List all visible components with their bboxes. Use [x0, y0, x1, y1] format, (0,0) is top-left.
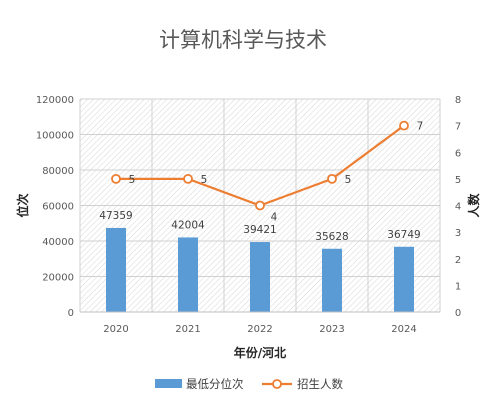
line-value-label: 7 [417, 121, 424, 133]
legend: 最低分位次 招生人数 [155, 377, 343, 391]
bar-value-label: 35628 [315, 231, 348, 243]
line-point [399, 120, 409, 131]
y-tick-label: 80000 [42, 166, 74, 177]
line-point [111, 173, 121, 184]
y2-tick-label: 0 [455, 308, 461, 319]
y2-tick-label: 8 [455, 95, 461, 106]
y-tick-label: 100000 [36, 131, 74, 142]
y2-axis-title: 人数 [466, 193, 481, 218]
line-value-label: 5 [129, 174, 136, 186]
y-tick-label: 40000 [42, 237, 74, 248]
chart-title: 计算机科学与技术 [159, 28, 327, 52]
x-tick-label: 2020 [103, 324, 128, 335]
y-tick-label: 0 [68, 308, 74, 319]
bar [178, 237, 198, 312]
y-tick-label: 20000 [42, 273, 74, 284]
bar-value-label: 36749 [387, 229, 420, 241]
y2-tick-label: 3 [455, 228, 461, 239]
line-value-label: 5 [201, 174, 208, 186]
x-axis-title: 年份/河北 [234, 345, 286, 360]
y2-tick-label: 5 [455, 175, 461, 186]
y2-tick-label: 4 [455, 202, 461, 213]
bar [394, 246, 414, 312]
bar-value-label: 42004 [171, 219, 205, 231]
y-tick-label: 120000 [36, 95, 74, 106]
line-point [255, 200, 265, 211]
y2-tick-label: 6 [455, 148, 461, 159]
x-tick-label: 2023 [319, 324, 344, 335]
x-tick-label: 2021 [175, 324, 200, 335]
bar [250, 242, 270, 312]
line-value-label: 5 [345, 174, 352, 186]
x-tick-label: 2024 [391, 324, 416, 335]
bar-series [106, 227, 414, 312]
y-tick-label: 60000 [42, 202, 74, 213]
bar [322, 248, 342, 312]
line-series [111, 120, 409, 211]
data-labels: 47359 42004 39421 35628 36749 5 5 4 5 7 [99, 121, 423, 243]
axes: 0 20000 40000 60000 80000 100000 120000 0 1 2 3 4 5 6… [36, 95, 461, 335]
line-point [183, 173, 193, 184]
bar-value-label: 39421 [243, 224, 276, 236]
legend-label-line: 招生人数 [297, 377, 343, 391]
line-point [327, 173, 337, 184]
legend-swatch-bar [155, 379, 182, 388]
bar-value-label: 47359 [99, 210, 132, 222]
y2-tick-label: 1 [455, 281, 461, 292]
line-value-label: 4 [271, 212, 278, 224]
x-tick-label: 2022 [247, 324, 272, 335]
legend-label-bar: 最低分位次 [186, 377, 244, 391]
y2-tick-label: 7 [455, 122, 461, 133]
y-axis-title: 位次 [15, 193, 30, 217]
bar [106, 227, 126, 312]
y2-tick-label: 2 [455, 255, 461, 266]
legend-marker-line [272, 379, 282, 389]
